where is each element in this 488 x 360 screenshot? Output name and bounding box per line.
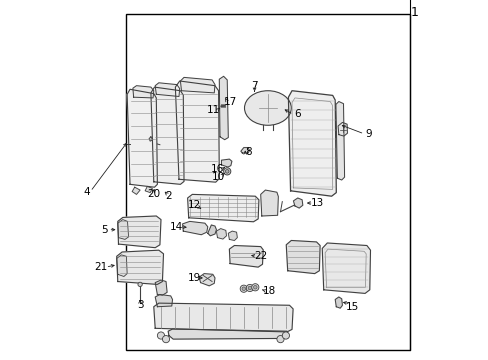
Polygon shape — [187, 194, 258, 222]
Polygon shape — [118, 216, 161, 248]
Text: 7: 7 — [251, 81, 257, 91]
Circle shape — [223, 168, 230, 175]
Polygon shape — [145, 186, 152, 193]
Circle shape — [242, 287, 245, 291]
Circle shape — [246, 284, 253, 292]
Polygon shape — [175, 81, 219, 182]
Polygon shape — [149, 137, 152, 141]
Text: 8: 8 — [245, 147, 252, 157]
Polygon shape — [241, 148, 249, 153]
Circle shape — [157, 332, 164, 339]
Polygon shape — [132, 187, 140, 194]
Polygon shape — [199, 274, 215, 286]
Polygon shape — [117, 250, 163, 284]
Polygon shape — [293, 198, 302, 208]
Polygon shape — [151, 87, 183, 184]
Text: 12: 12 — [187, 200, 200, 210]
Text: 5: 5 — [101, 225, 107, 235]
Polygon shape — [322, 243, 370, 293]
Polygon shape — [335, 102, 344, 180]
Text: 14: 14 — [169, 222, 183, 232]
Text: 19: 19 — [187, 273, 200, 283]
Circle shape — [162, 336, 169, 343]
Text: 9: 9 — [365, 129, 371, 139]
Text: 13: 13 — [310, 198, 323, 208]
Ellipse shape — [244, 91, 291, 125]
Text: 15: 15 — [345, 302, 358, 312]
Polygon shape — [127, 89, 157, 187]
Polygon shape — [133, 86, 153, 98]
Text: 3: 3 — [137, 300, 143, 310]
Polygon shape — [260, 190, 278, 216]
Polygon shape — [228, 231, 237, 240]
Text: 2: 2 — [164, 191, 171, 201]
Circle shape — [251, 284, 258, 291]
Polygon shape — [207, 225, 216, 236]
Polygon shape — [182, 221, 207, 235]
Text: 17: 17 — [224, 96, 237, 107]
Circle shape — [276, 336, 284, 343]
Circle shape — [247, 286, 251, 290]
Polygon shape — [337, 122, 347, 136]
Polygon shape — [229, 246, 263, 267]
Polygon shape — [219, 76, 228, 140]
Polygon shape — [155, 83, 179, 96]
Polygon shape — [153, 303, 292, 332]
Text: 20: 20 — [147, 189, 160, 199]
Polygon shape — [285, 240, 320, 274]
Circle shape — [138, 282, 142, 287]
Circle shape — [282, 332, 289, 339]
Text: 1: 1 — [409, 6, 418, 19]
Text: 11: 11 — [206, 105, 220, 115]
Polygon shape — [155, 294, 172, 307]
Polygon shape — [117, 255, 127, 276]
Text: 21: 21 — [94, 262, 108, 272]
Circle shape — [240, 285, 247, 292]
Text: 6: 6 — [294, 109, 301, 120]
Polygon shape — [155, 280, 167, 295]
Circle shape — [225, 170, 228, 173]
Text: 16: 16 — [210, 164, 224, 174]
Polygon shape — [180, 77, 215, 93]
Polygon shape — [168, 329, 288, 339]
Text: 22: 22 — [254, 251, 267, 261]
Polygon shape — [288, 91, 336, 196]
Circle shape — [253, 285, 257, 289]
Bar — [125, 14, 409, 350]
Text: 4: 4 — [83, 186, 90, 197]
Polygon shape — [335, 297, 342, 308]
Polygon shape — [221, 159, 231, 167]
Polygon shape — [118, 220, 128, 239]
Polygon shape — [216, 229, 226, 239]
Text: 10: 10 — [212, 172, 224, 182]
Text: 18: 18 — [262, 286, 275, 296]
